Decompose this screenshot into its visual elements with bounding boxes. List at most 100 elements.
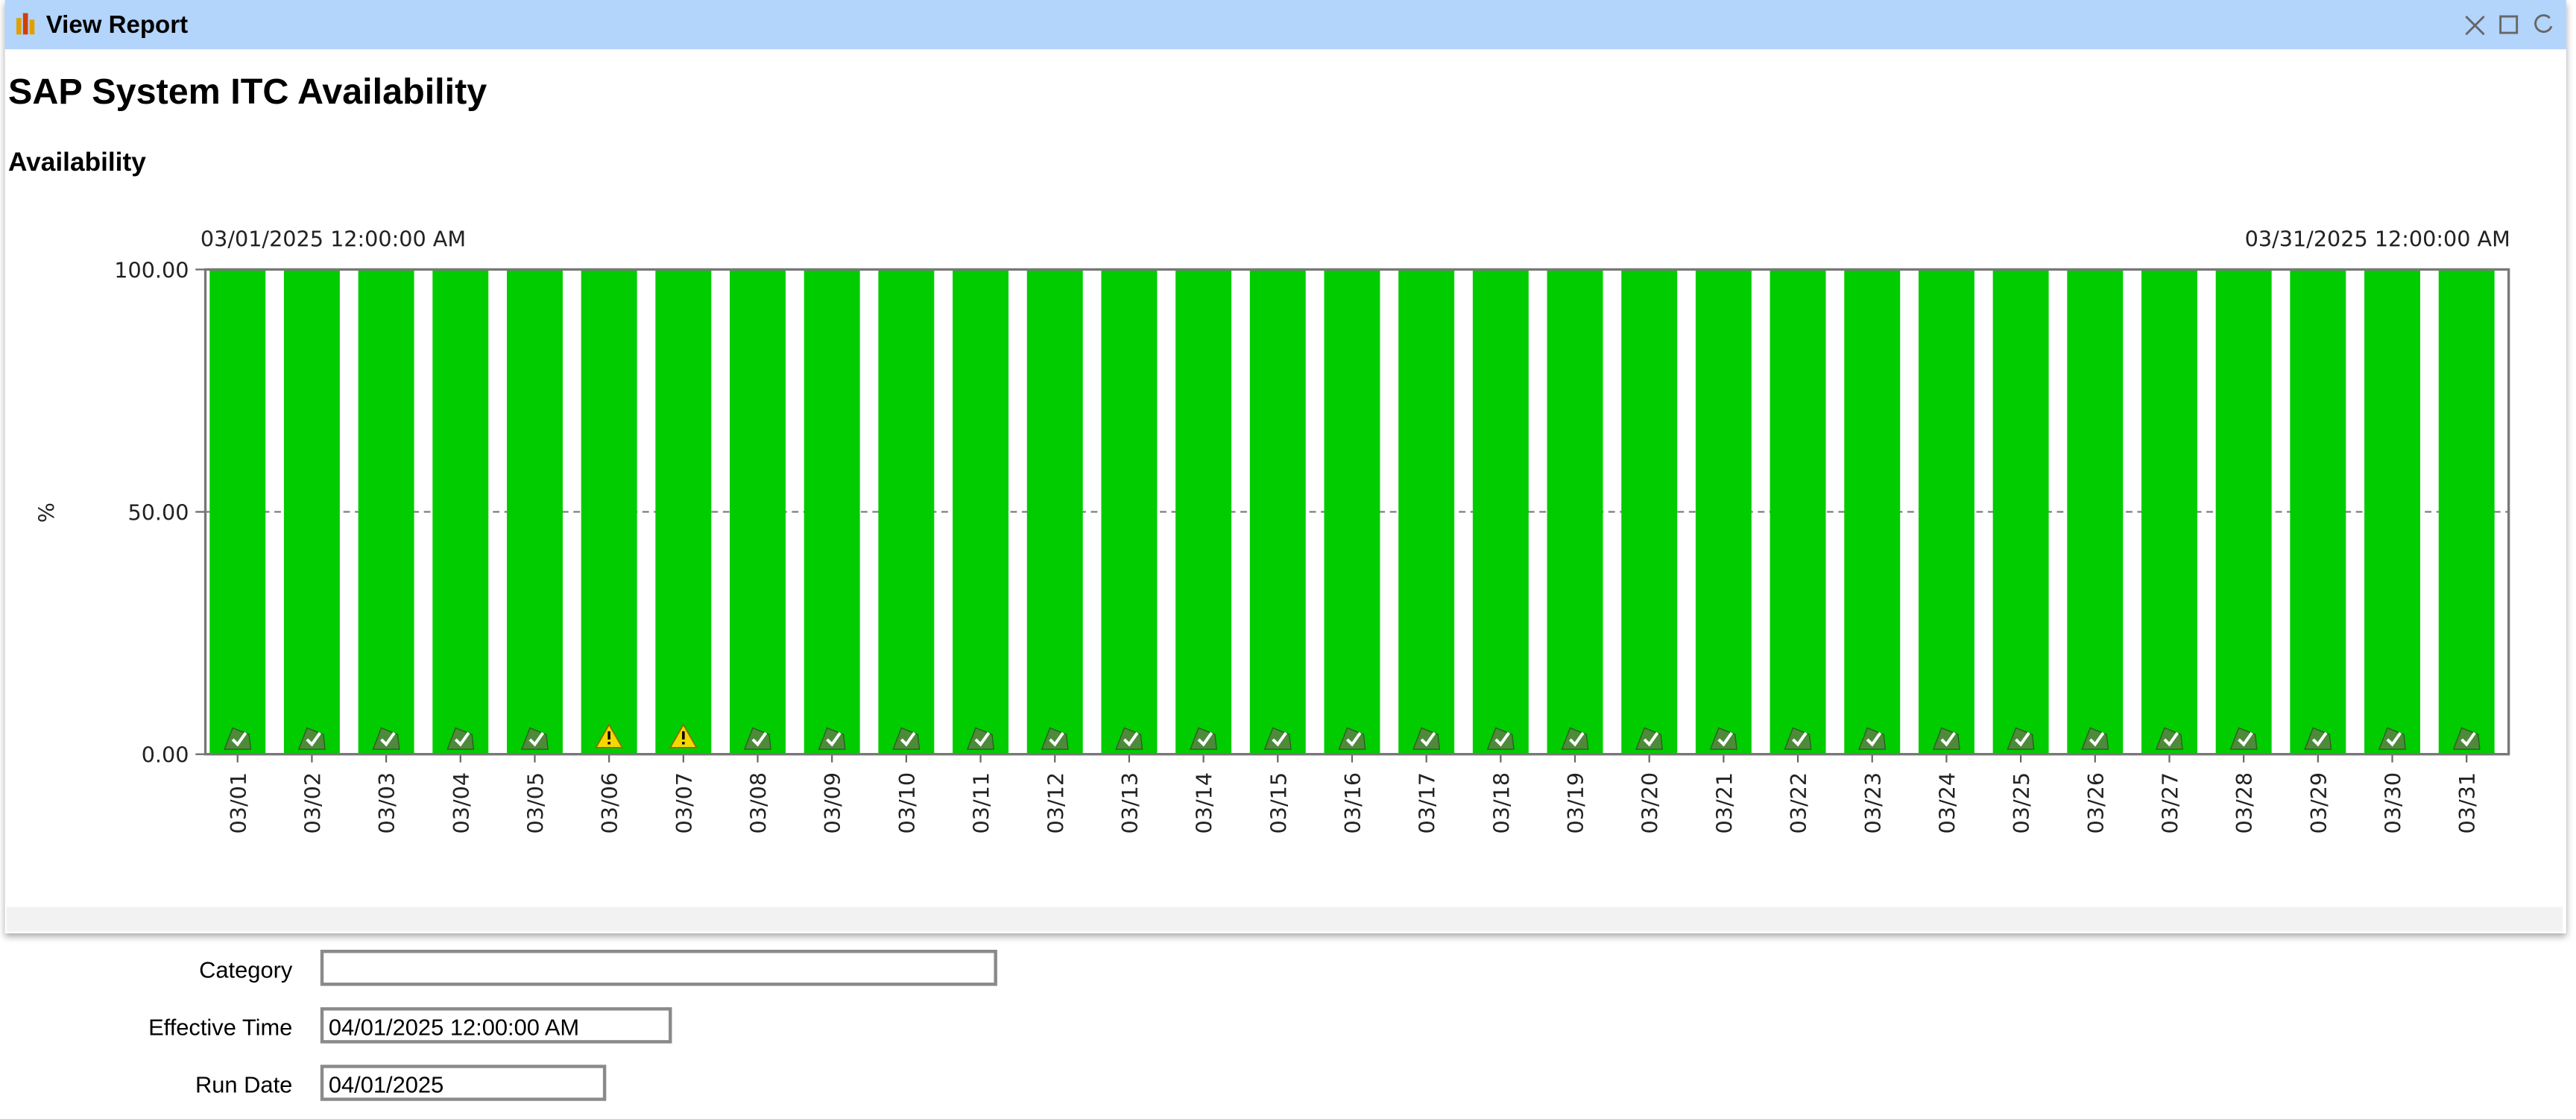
report-window: [4, 0, 2566, 933]
x-tick-label: 03/01: [226, 772, 251, 834]
x-tick-label: 03/25: [2009, 772, 2034, 834]
ok-check: [1420, 731, 1436, 747]
ok-check: [2015, 731, 2030, 747]
x-tick-label: 03/18: [1489, 772, 1514, 834]
ok-check: [2238, 731, 2253, 747]
ok-check: [1940, 731, 1957, 747]
x-tick-label: 03/22: [1786, 772, 1811, 834]
field-input[interactable]: [320, 949, 997, 986]
ok-check: [2163, 731, 2179, 747]
x-tick-label: 03/06: [597, 772, 622, 834]
ok-check: [1272, 731, 1287, 747]
ok-check: [528, 731, 545, 747]
refresh-button[interactable]: [2534, 14, 2553, 34]
bar: [2067, 269, 2124, 754]
bar: [1992, 269, 2049, 754]
bar: [581, 269, 637, 754]
title-bar: [4, 0, 2566, 50]
chart: 03/01/2025 12:00:00 AM 03/31/2025 12:00:0…: [34, 227, 2510, 834]
bar: [432, 269, 489, 754]
range-end-label: 03/31/2025 12:00:00 AM: [2245, 227, 2510, 252]
field-label: Run Date: [195, 1071, 293, 1098]
close-button[interactable]: [2465, 16, 2485, 36]
ok-check: [2386, 731, 2402, 747]
x-tick-label: 03/13: [1117, 772, 1143, 834]
ok-check: [1197, 731, 1213, 747]
bar: [1844, 269, 1901, 754]
scroll-strip: [6, 907, 2563, 932]
x-tick-label: 03/11: [969, 772, 994, 834]
y-tick-label: 0.00: [142, 743, 189, 768]
ok-check: [454, 731, 470, 747]
bar: [1101, 269, 1158, 754]
x-tick-label: 03/19: [1563, 772, 1588, 834]
x-tick-label: 03/21: [1711, 772, 1737, 834]
x-tick-label: 03/12: [1043, 772, 1068, 834]
ok-check: [2460, 731, 2476, 747]
bar: [2290, 269, 2346, 754]
bar: [1398, 269, 1455, 754]
y-axis-label: %: [34, 502, 60, 523]
ok-check: [1494, 731, 1510, 747]
bar: [283, 269, 340, 754]
bar: [1918, 269, 1974, 754]
field-label: Category: [199, 956, 293, 983]
range-start-label: 03/01/2025 12:00:00 AM: [201, 227, 466, 252]
x-tick-label: 03/27: [2157, 772, 2182, 834]
ok-check: [1643, 731, 1659, 747]
bar: [878, 269, 935, 754]
x-tick-label: 03/29: [2306, 772, 2332, 834]
ok-check: [1866, 731, 1882, 747]
maximize-button[interactable]: [2499, 15, 2519, 34]
bar: [1621, 269, 1678, 754]
bar: [655, 269, 712, 754]
ok-check: [974, 731, 991, 747]
x-tick-label: 03/10: [894, 772, 920, 834]
x-tick-label: 03/07: [672, 772, 697, 834]
bar: [804, 269, 860, 754]
bar: [1695, 269, 1752, 754]
bar: [953, 269, 1009, 754]
x-tick-label: 03/30: [2381, 772, 2406, 834]
x-tick-label: 03/15: [1266, 772, 1291, 834]
x-tick-label: 03/14: [1192, 772, 1217, 834]
field-input[interactable]: 04/01/2025: [320, 1065, 607, 1101]
ok-check: [231, 731, 247, 747]
x-tick-label: 03/17: [1415, 772, 1440, 834]
x-tick-label: 03/04: [449, 772, 474, 834]
bar: [1324, 269, 1380, 754]
x-tick-label: 03/20: [1638, 772, 1663, 834]
x-tick-label: 03/02: [300, 772, 325, 834]
bar: [1175, 269, 1232, 754]
report-title: SAP System ITC Availability: [8, 72, 487, 112]
window-controls[interactable]: [2465, 14, 2553, 36]
ok-check: [1123, 731, 1139, 747]
section-title: Availability: [8, 148, 146, 177]
bar: [2364, 269, 2420, 754]
bar: [507, 269, 563, 754]
bar: [730, 269, 786, 754]
field-input[interactable]: 04/01/2025 12:00:00 AM: [320, 1007, 672, 1044]
window-title: View Report: [46, 11, 188, 39]
x-tick-label: 03/23: [1860, 772, 1886, 834]
bar: [1249, 269, 1306, 754]
ok-check: [900, 731, 916, 747]
bar: [1770, 269, 1826, 754]
ok-check: [380, 731, 396, 747]
bar: [1547, 269, 1603, 754]
y-tick-label: 100.00: [114, 257, 189, 283]
y-tick-label: 50.00: [127, 500, 189, 526]
ok-check: [1569, 731, 1585, 747]
x-tick-label: 03/03: [374, 772, 400, 834]
x-tick-label: 03/08: [746, 772, 771, 834]
ok-check: [2089, 731, 2105, 747]
bar: [2215, 269, 2272, 754]
x-tick-label: 03/05: [523, 772, 548, 834]
x-tick-label: 03/28: [2232, 772, 2257, 834]
ok-check: [2311, 731, 2328, 747]
ok-check: [826, 731, 842, 747]
bar: [1026, 269, 1083, 754]
bar: [2141, 269, 2197, 754]
